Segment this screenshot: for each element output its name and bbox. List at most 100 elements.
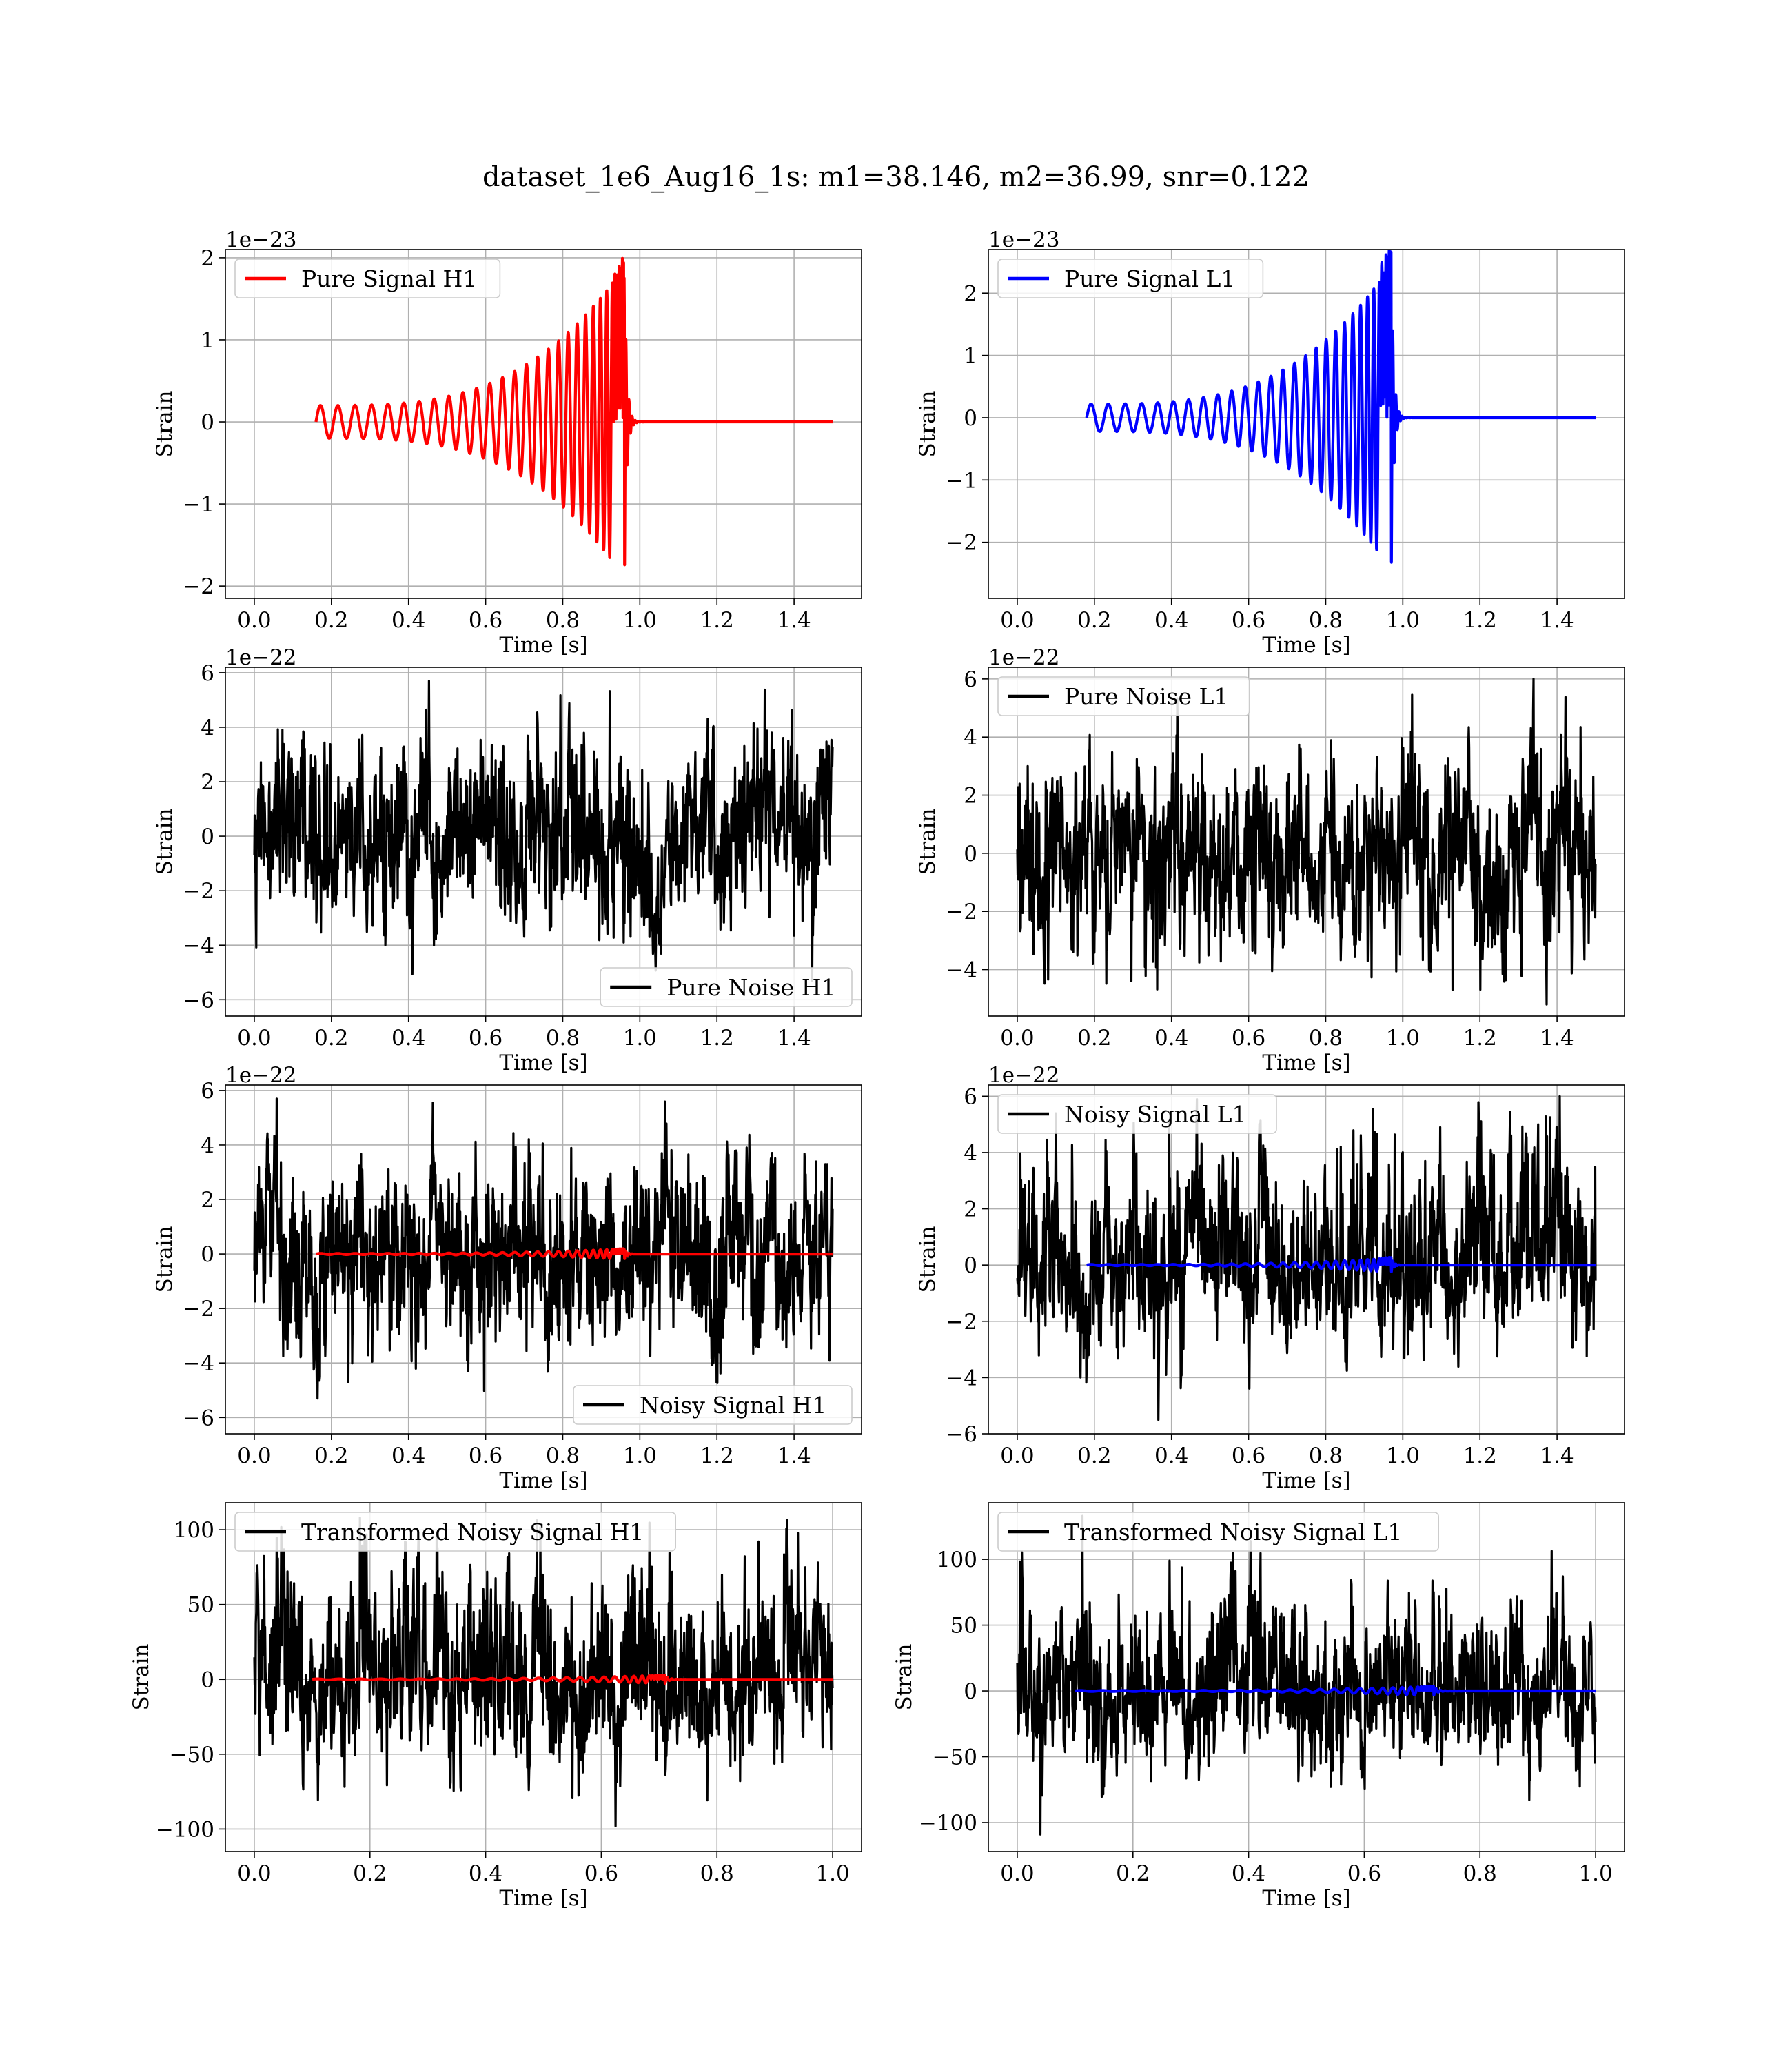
x-tick-label: 0.6 — [469, 608, 502, 633]
y-axis-label: Strain — [152, 1226, 177, 1293]
axes-frame — [225, 1502, 862, 1852]
pure-noise-h1-axes: 0.0 0.2 0.4 0.6 0.8 1.0 1.2 1.4 −6 −4 −2 0 2 4 6 Time [… — [152, 645, 862, 1075]
y-tick-label: 6 — [201, 1079, 214, 1104]
plot-area — [253, 680, 834, 982]
y-tick-label: −4 — [946, 1366, 977, 1390]
pure-noise-l1-axes: 0.0 0.2 0.4 0.6 0.8 1.0 1.2 1.4 −4 −2 0 2 4 6 Time [s]… — [915, 645, 1625, 1075]
x-tick-label: 1.4 — [1540, 1443, 1574, 1468]
legend-box — [997, 676, 1250, 716]
y-tick-label: −2 — [183, 879, 214, 904]
x-tick-label: 0.8 — [546, 1443, 580, 1468]
y-axis-label: Strain — [152, 391, 177, 458]
x-tick-label: 0.2 — [314, 1443, 348, 1468]
y-tick-label: 2 — [964, 1197, 977, 1222]
y-tick-label: −4 — [183, 1351, 214, 1376]
plot-area — [253, 1097, 834, 1400]
y-tick-label: 2 — [964, 281, 977, 306]
x-tick-label: 0.6 — [1232, 1026, 1265, 1051]
legend-entry: Pure Noise L1 — [1064, 683, 1228, 710]
y-axis-label: Strain — [915, 809, 940, 875]
x-tick-label: 0.0 — [1000, 1026, 1034, 1051]
x-tick-label: 0.6 — [469, 1026, 502, 1051]
y-tick-label: 0 — [201, 1667, 214, 1692]
grid — [988, 250, 1625, 598]
transformed-noisy-signal-l1-axes: 0.0 0.2 0.4 0.6 0.8 1.0 −100 −50 0 50 100 Time [s] S… — [892, 1502, 1625, 1911]
series-line-0 — [1016, 1514, 1597, 1836]
y-tick-label: 1 — [964, 344, 977, 369]
axes-frame — [988, 249, 1625, 599]
y-offset-label: 1e−22 — [225, 645, 297, 670]
x-tick-label: 1.4 — [1540, 608, 1574, 633]
axes-frame — [225, 1084, 862, 1435]
axes-frame — [225, 249, 862, 599]
x-tick-label: 0.4 — [1154, 1026, 1188, 1051]
x-axis-label: Time [s] — [499, 1468, 587, 1493]
noisy-signal-h1-axes: 0.0 0.2 0.4 0.6 0.8 1.0 1.2 1.4 −6 −4 −2 0 2 4 6 Time [… — [152, 1063, 862, 1493]
x-tick-label: 0.4 — [469, 1861, 502, 1886]
y-tick-label: 2 — [964, 784, 977, 809]
legend-box — [997, 1512, 1440, 1552]
series-line-0 — [253, 680, 834, 982]
x-tick-label: 0.0 — [1000, 608, 1034, 633]
y-axis-label: Strain — [892, 1644, 917, 1711]
axes-frame — [988, 1084, 1625, 1435]
series-line-0 — [1085, 250, 1597, 564]
legend: Pure Signal H1 — [234, 258, 501, 298]
x-tick-label: 1.0 — [623, 1443, 657, 1468]
y-tick-label: 4 — [964, 725, 977, 750]
legend: Noisy Signal L1 — [997, 1094, 1277, 1134]
legend: Pure Noise H1 — [600, 967, 853, 1007]
y-tick-label: 0 — [964, 1679, 977, 1704]
y-tick-label: 2 — [201, 1188, 214, 1213]
x-tick-label: 1.0 — [1578, 1861, 1612, 1886]
x-tick-label: 0.0 — [237, 1443, 271, 1468]
x-tick-label: 1.0 — [1386, 1026, 1420, 1051]
x-tick-label: 0.4 — [1154, 608, 1188, 633]
x-tick-label: 0.8 — [1309, 1026, 1343, 1051]
x-tick-label: 1.4 — [1540, 1026, 1574, 1051]
y-axis-label: Strain — [152, 809, 177, 875]
x-tick-label: 0.0 — [1000, 1443, 1034, 1468]
y-offset-label: 1e−23 — [225, 227, 297, 252]
legend-box — [600, 967, 853, 1007]
x-tick-label: 0.4 — [1232, 1861, 1265, 1886]
y-tick-label: −100 — [156, 1817, 214, 1842]
x-axis-label: Time [s] — [499, 633, 587, 658]
y-tick-label: 6 — [964, 1084, 977, 1109]
x-axis-label: Time [s] — [1262, 1468, 1350, 1493]
y-tick-label: 2 — [201, 770, 214, 795]
legend-entry: Transformed Noisy Signal L1 — [1064, 1519, 1402, 1545]
x-tick-label: 1.0 — [623, 608, 657, 633]
x-tick-label: 1.0 — [1386, 1443, 1420, 1468]
x-tick-label: 0.8 — [1309, 1443, 1343, 1468]
x-tick-label: 1.0 — [623, 1026, 657, 1051]
legend-entry: Pure Noise H1 — [666, 974, 835, 1001]
y-tick-label: −4 — [946, 958, 977, 983]
legend: Transformed Noisy Signal L1 — [997, 1512, 1440, 1552]
x-tick-label: 0.2 — [1077, 1026, 1111, 1051]
y-tick-label: 1 — [201, 328, 214, 353]
plot-area — [1016, 1095, 1597, 1421]
subplot-grid: 0.0 0.2 0.4 0.6 0.8 1.0 1.2 1.4 −2 −1 0 1 2 Time [s] S… — [129, 227, 1625, 1911]
y-tick-label: −1 — [946, 468, 977, 493]
y-tick-label: 100 — [937, 1548, 977, 1572]
x-axis-label: Time [s] — [499, 1051, 587, 1075]
y-axis-label: Strain — [915, 391, 940, 458]
y-axis-label: Strain — [129, 1644, 154, 1711]
y-tick-label: −2 — [183, 1297, 214, 1321]
y-tick-label: −100 — [919, 1811, 977, 1836]
plot-area — [314, 256, 834, 567]
y-tick-label: 2 — [201, 246, 214, 271]
x-tick-label: 1.2 — [700, 608, 734, 633]
figure-title: dataset_1e6_Aug16_1s: m1=38.146, m2=36.9… — [482, 161, 1310, 193]
legend: Transformed Noisy Signal H1 — [234, 1512, 677, 1552]
x-tick-label: 1.2 — [700, 1026, 734, 1051]
x-tick-label: 0.0 — [237, 1026, 271, 1051]
x-tick-label: 0.0 — [1000, 1861, 1034, 1886]
y-tick-label: 50 — [950, 1614, 977, 1639]
pure-signal-h1-axes: 0.0 0.2 0.4 0.6 0.8 1.0 1.2 1.4 −2 −1 0 1 2 Time [s] S… — [152, 227, 862, 658]
y-tick-label: −2 — [946, 1310, 977, 1335]
x-tick-label: 0.4 — [391, 608, 425, 633]
x-tick-label: 0.2 — [1077, 608, 1111, 633]
